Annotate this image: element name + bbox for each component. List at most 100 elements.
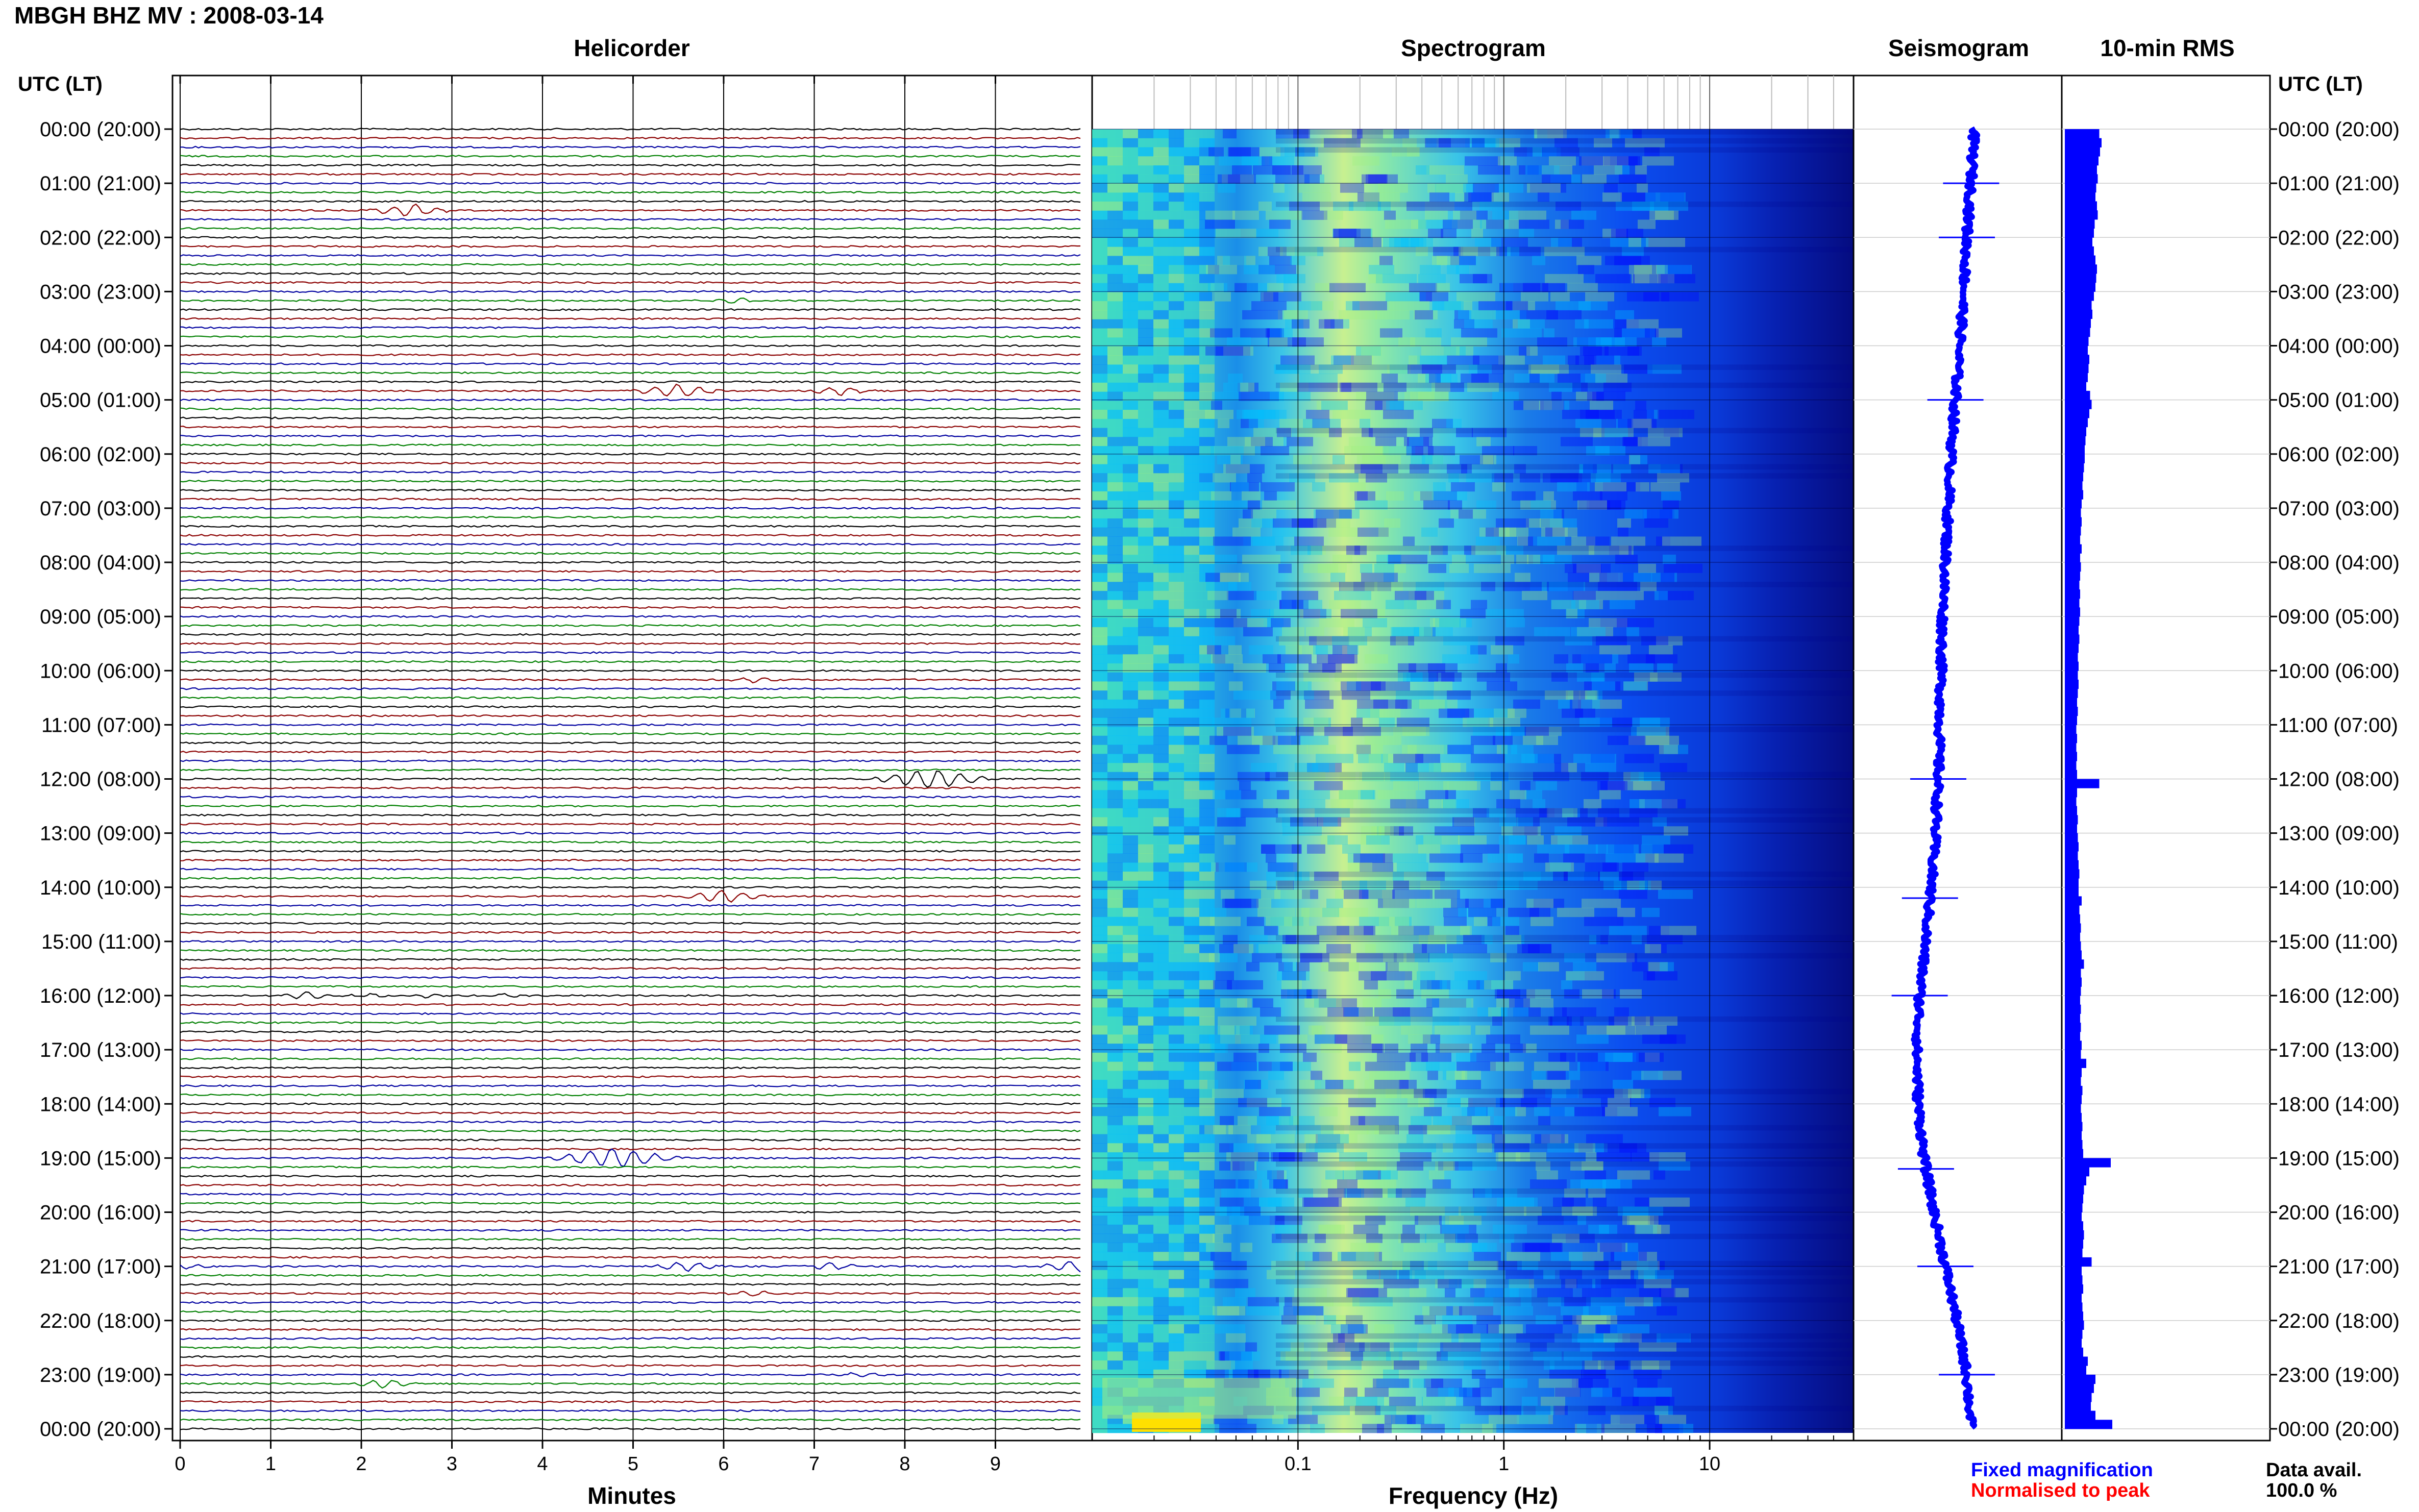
spectrogram-cell bbox=[1206, 1369, 1229, 1379]
spectrogram-cell bbox=[1153, 645, 1169, 655]
spectrogram-cell bbox=[1523, 1044, 1537, 1053]
spectrogram-cell bbox=[1348, 853, 1383, 863]
spectrogram-cell bbox=[1318, 1134, 1349, 1144]
spectrogram-cell bbox=[1331, 926, 1354, 935]
spectrogram-cell bbox=[1123, 1333, 1138, 1343]
spectrogram-cell bbox=[1184, 853, 1199, 863]
spectrogram-cell bbox=[1169, 1016, 1184, 1026]
spectrogram-cell bbox=[1123, 808, 1138, 817]
spectrogram-cell bbox=[1138, 1061, 1153, 1071]
spectrogram-cell bbox=[1296, 907, 1310, 918]
spectrogram-cell bbox=[1303, 672, 1329, 682]
spectrogram-cell bbox=[1411, 455, 1433, 464]
spectrogram-cell bbox=[1443, 799, 1469, 809]
spectrogram-cell bbox=[1619, 129, 1642, 139]
spectrogram-cell bbox=[1496, 727, 1524, 736]
spectrogram-cell bbox=[1267, 1270, 1295, 1279]
spectrogram-cell bbox=[1386, 401, 1403, 410]
spectrogram-band bbox=[1276, 147, 1854, 153]
spectrogram-cell bbox=[1403, 953, 1428, 962]
spectrogram-cell bbox=[1169, 138, 1184, 147]
spectrogram-cell bbox=[1332, 645, 1357, 655]
spectrogram-cell bbox=[1440, 1044, 1472, 1053]
spectrogram-cell bbox=[1576, 482, 1587, 492]
spectrogram-cell bbox=[1610, 1324, 1649, 1334]
spectrogram-cell bbox=[1436, 1044, 1469, 1053]
spectrogram-cell bbox=[1470, 1243, 1487, 1252]
spectrogram-cell bbox=[1486, 219, 1504, 229]
spectrogram-cell bbox=[1472, 428, 1507, 437]
spectrogram-cell bbox=[1613, 319, 1639, 329]
helicorder-trace bbox=[180, 200, 1081, 203]
spectrogram-cell bbox=[1153, 129, 1169, 139]
spectrogram-cell bbox=[1123, 817, 1138, 827]
spectrogram-cell bbox=[1123, 790, 1138, 800]
spectrogram-cell bbox=[1184, 500, 1199, 510]
spectrogram-cell bbox=[1123, 1342, 1138, 1352]
spectrogram-cell bbox=[1453, 210, 1476, 220]
spectrogram-cell bbox=[1123, 201, 1138, 211]
spectrogram-cell bbox=[1534, 853, 1549, 863]
spectrogram-cell bbox=[1568, 690, 1595, 700]
spectrogram-band bbox=[1276, 953, 1854, 959]
spectrogram-cell bbox=[1609, 1016, 1628, 1026]
spectrogram-cell bbox=[1664, 745, 1688, 754]
spectrogram-cell bbox=[1517, 536, 1528, 546]
spectrogram-cell bbox=[1107, 672, 1123, 682]
spectrogram-cell bbox=[1280, 246, 1317, 256]
spectrogram-cell bbox=[1199, 926, 1215, 935]
spectrogram-cell bbox=[1430, 618, 1466, 628]
spectrogram-cell bbox=[1184, 808, 1199, 817]
spectrogram-cell bbox=[1394, 237, 1419, 247]
spectrogram-cell bbox=[1317, 926, 1349, 935]
spectrogram-cell bbox=[1169, 1007, 1184, 1017]
spectrogram-cell bbox=[1445, 1216, 1482, 1225]
spectrogram-cell bbox=[1199, 1324, 1215, 1334]
spectrogram-cell bbox=[1629, 455, 1640, 464]
spectrogram-cell bbox=[1243, 509, 1253, 519]
spectrogram-cell bbox=[1577, 672, 1604, 682]
spectrogram-cell bbox=[1199, 364, 1215, 374]
spectrogram-cell bbox=[1355, 1405, 1380, 1416]
spectrogram-cell bbox=[1123, 237, 1138, 247]
spectrogram-cell bbox=[1169, 1206, 1184, 1216]
spectrogram-cell bbox=[1361, 346, 1381, 356]
spectrogram-cell bbox=[1184, 817, 1199, 827]
left-time-label: 14:00 (10:00) bbox=[40, 877, 161, 899]
spectrogram-cell bbox=[1383, 754, 1417, 763]
spectrogram-cell bbox=[1092, 1143, 1107, 1153]
spectrogram-cell bbox=[1521, 1297, 1532, 1307]
spectrogram-cell bbox=[1153, 165, 1169, 175]
spectrogram-cell bbox=[1482, 446, 1514, 456]
left-time-label: 16:00 (12:00) bbox=[40, 985, 161, 1007]
spectrogram-cell bbox=[1470, 1288, 1503, 1298]
spectrogram-cell bbox=[1628, 237, 1641, 247]
spectrogram-cell bbox=[1222, 174, 1254, 184]
spectrogram-cell bbox=[1492, 210, 1518, 220]
spectrogram-cell bbox=[1402, 1224, 1415, 1234]
spectrogram-cell bbox=[1570, 699, 1592, 709]
spectrogram-cell bbox=[1383, 237, 1409, 247]
spectrogram-cell bbox=[1550, 174, 1581, 184]
spectrogram-cell bbox=[1184, 274, 1199, 284]
spectrogram-cell bbox=[1464, 1360, 1482, 1370]
spectrogram-cell bbox=[1138, 790, 1153, 800]
spectrogram-cell bbox=[1513, 446, 1537, 456]
helicorder-trace bbox=[180, 867, 1081, 871]
spectrogram-cell bbox=[1123, 636, 1138, 646]
helicorder-trace bbox=[180, 1084, 1081, 1087]
spectrogram-cell bbox=[1269, 219, 1291, 229]
spectrogram-cell bbox=[1409, 699, 1445, 709]
spectrogram-cell bbox=[1225, 1351, 1253, 1361]
spectrogram-cell bbox=[1153, 482, 1169, 492]
spectrogram-cell bbox=[1533, 799, 1545, 809]
spectrogram-cell bbox=[1291, 546, 1311, 555]
spectrogram-cell bbox=[1426, 1233, 1455, 1243]
spectrogram-cell bbox=[1092, 989, 1107, 999]
spectrogram-cell bbox=[1482, 219, 1519, 229]
spectrogram-cell bbox=[1401, 1088, 1425, 1099]
spectrogram-cell bbox=[1490, 717, 1520, 727]
helicorder-trace bbox=[180, 145, 1081, 149]
spectrogram-cell bbox=[1585, 292, 1614, 302]
spectrogram-cell bbox=[1495, 310, 1526, 320]
